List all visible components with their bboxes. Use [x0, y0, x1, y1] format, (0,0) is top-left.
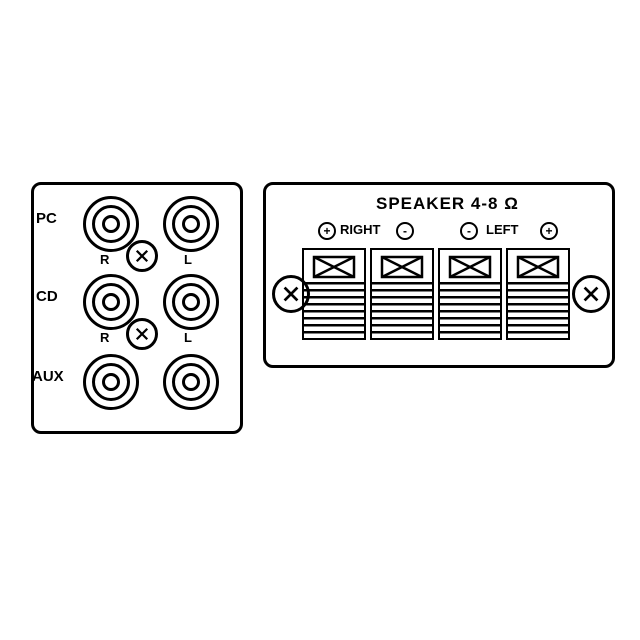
rca-cd-left: [163, 274, 219, 330]
rca-aux-right: [83, 354, 139, 410]
speaker-terminal: [370, 248, 434, 340]
rca-cd-r-label: R: [100, 330, 109, 345]
input-row-label-pc: PC: [36, 210, 57, 227]
polarity-minus-icon: -: [460, 222, 478, 240]
input-row-label-cd: CD: [36, 288, 58, 305]
polarity-minus-icon: -: [396, 222, 414, 240]
input-row-label-aux: AUX: [32, 368, 64, 385]
screw-icon: [572, 275, 610, 313]
diagram-canvas: PC CD AUX R L R L SPEAKER 4-8 Ω RIGHT LE…: [0, 0, 640, 640]
polarity-plus-icon: +: [540, 222, 558, 240]
speaker-terminal: [302, 248, 366, 340]
rca-pc-left: [163, 196, 219, 252]
speaker-title: SPEAKER 4-8 Ω: [376, 194, 519, 214]
screw-icon: [272, 275, 310, 313]
speaker-left-label: LEFT: [486, 222, 519, 237]
speaker-right-label: RIGHT: [340, 222, 380, 237]
polarity-plus-icon: +: [318, 222, 336, 240]
rca-cd-l-label: L: [184, 330, 192, 345]
speaker-terminal: [438, 248, 502, 340]
rca-pc-r-label: R: [100, 252, 109, 267]
screw-icon: [126, 318, 158, 350]
rca-aux-left: [163, 354, 219, 410]
speaker-terminal: [506, 248, 570, 340]
rca-pc-l-label: L: [184, 252, 192, 267]
screw-icon: [126, 240, 158, 272]
